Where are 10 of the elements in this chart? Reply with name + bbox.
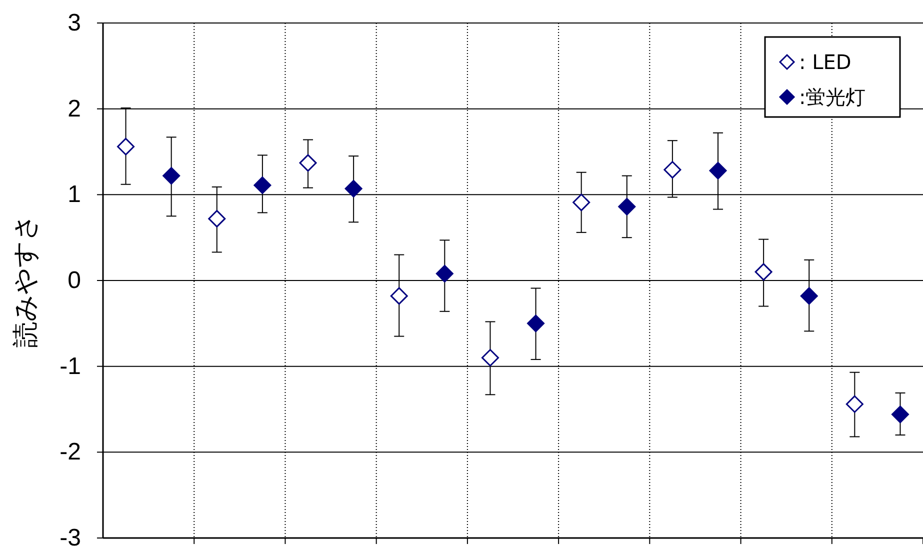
y-tick-label: 0 xyxy=(68,267,81,294)
y-tick-label: 2 xyxy=(68,95,81,122)
y-tick-label: -3 xyxy=(60,524,81,552)
y-tick-label: -1 xyxy=(60,352,81,380)
y-tick-label: 3 xyxy=(68,10,81,36)
y-axis-title: 読みやすさ xyxy=(11,214,41,348)
y-tick-label: 1 xyxy=(68,181,81,208)
legend-label: :蛍光灯 xyxy=(799,85,866,109)
y-tick-label: -2 xyxy=(60,438,81,466)
legend-label: : LED xyxy=(799,50,852,74)
